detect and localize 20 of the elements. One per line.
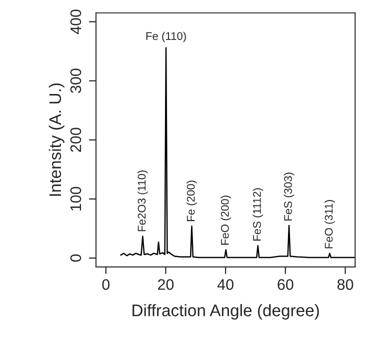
annotation: FeO (200) <box>220 196 232 245</box>
x-tick-label: 80 <box>337 279 354 290</box>
y-tick-label: 100 <box>70 186 82 211</box>
x-tick-label: 60 <box>278 279 294 290</box>
y-tick-label: 400 <box>70 10 82 34</box>
x-axis-title: Diffraction Angle (degree) <box>132 304 319 320</box>
x-tick-label: 20 <box>158 279 174 290</box>
annotation: Fe (110) <box>146 32 186 42</box>
y-tick-label: 200 <box>70 128 82 152</box>
annotation: FeS (1112) <box>252 188 264 241</box>
y-tick-label: 0 <box>70 254 82 262</box>
x-tick-label: 0 <box>102 279 110 290</box>
annotation: FeO (311) <box>324 200 335 248</box>
annotation: Fe (200) <box>186 180 197 222</box>
y-axis-title: Intensity (A. U.) <box>48 84 64 196</box>
y-tick-label: 300 <box>70 68 82 93</box>
annotation: FeS (303) <box>284 172 294 220</box>
x-tick-label: 40 <box>217 279 234 290</box>
annotation: Fe2O3 (110) <box>138 170 148 232</box>
line-series <box>120 47 355 258</box>
